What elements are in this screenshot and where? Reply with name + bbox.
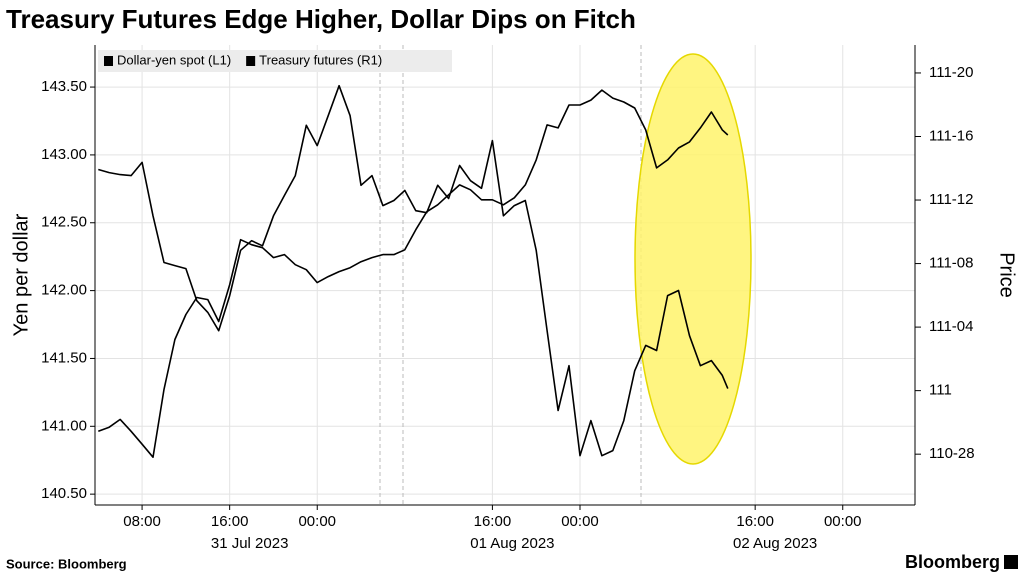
y-tick-label: 141.00 [41, 417, 87, 434]
x-tick-label: 16:00 [736, 513, 774, 530]
y-tick-label: 142.00 [41, 282, 87, 299]
source: Source: Bloomberg [6, 556, 127, 571]
x-tick-label: 16:00 [474, 513, 512, 530]
x-tick-label: 00:00 [298, 513, 336, 530]
series-line [98, 84, 729, 457]
legend: Dollar-yen spot (L1) Treasury futures (R1… [104, 52, 382, 67]
highlight-ellipse [634, 53, 752, 465]
brand: Bloomberg [905, 552, 1000, 572]
y-tick-label: 140.50 [41, 485, 87, 502]
y-tick-label: 141.50 [41, 349, 87, 366]
date-label: 31 Jul 2023 [211, 535, 289, 552]
x-tick-label: 00:00 [561, 513, 599, 530]
y-tick-label: 142.50 [41, 214, 87, 231]
legend-swatch [246, 56, 256, 66]
date-label: 01 Aug 2023 [470, 535, 554, 552]
y2-tick-label: 111-04 [929, 318, 973, 335]
date-label: 02 Aug 2023 [733, 535, 817, 552]
y2-tick-label: 111-16 [929, 127, 973, 144]
y-axis-title: Yen per dollar [10, 213, 32, 336]
y2-tick-label: 111 [929, 382, 952, 399]
legend-box [98, 50, 452, 72]
x-tick-label: 08:00 [123, 513, 161, 530]
y2-axis-title: Price [996, 252, 1018, 298]
legend-swatch [104, 56, 113, 66]
y2-tick-label: 110-28 [929, 445, 975, 462]
series-line [98, 89, 729, 458]
y2-tick-label: 111-20 [929, 64, 973, 81]
lines [98, 84, 729, 458]
x-tick-label: 00:00 [824, 513, 862, 530]
grid [95, 45, 915, 505]
y-tick-label: 143.00 [41, 146, 87, 163]
legend-label: Dollar-yen spot (L1) [117, 52, 231, 67]
chart-title: Treasury Futures Edge Higher, Dollar Dip… [6, 4, 636, 34]
y2-tick-label: 111-12 [929, 191, 973, 208]
y-tick-label: 143.50 [41, 78, 87, 95]
brand-icon [1004, 555, 1018, 569]
x-tick-label: 16:00 [211, 513, 249, 530]
legend-label: Treasury futures (R1) [259, 52, 382, 67]
y2-tick-label: 111-08 [929, 255, 973, 272]
